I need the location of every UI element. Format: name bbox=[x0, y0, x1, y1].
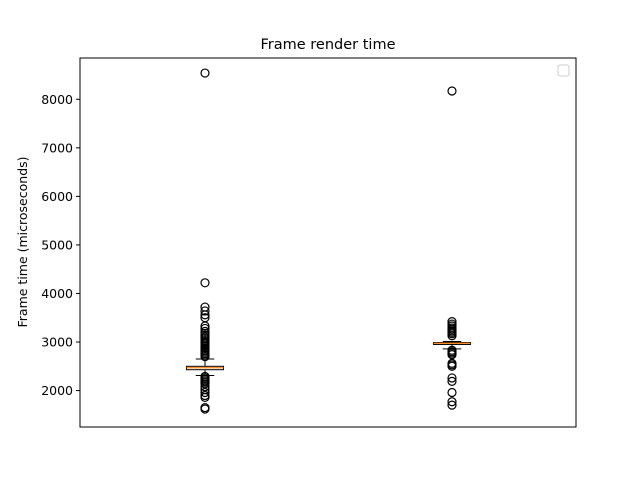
outlier-point bbox=[447, 331, 457, 341]
y-tick-label: 6000 bbox=[41, 189, 73, 204]
y-tick-label: 4000 bbox=[41, 286, 73, 301]
outlier-point bbox=[200, 323, 210, 334]
outlier-point bbox=[200, 387, 210, 398]
y-tick-label: 5000 bbox=[41, 237, 73, 252]
outlier-point bbox=[200, 351, 210, 362]
outlier-point bbox=[447, 361, 457, 371]
outlier-point bbox=[200, 379, 210, 389]
outlier-point bbox=[447, 373, 457, 383]
legend-box bbox=[557, 64, 570, 77]
outlier-point bbox=[200, 382, 210, 392]
y-tick-label: 3000 bbox=[41, 335, 73, 350]
outlier-point bbox=[447, 387, 457, 398]
plot-layer: 2000 3000 4000 5000 6000 7000 8000 bbox=[41, 68, 471, 414]
y-tick-label: 8000 bbox=[41, 92, 73, 107]
outlier-point bbox=[447, 397, 457, 407]
outlier-point bbox=[447, 400, 457, 410]
y-tick-label: 2000 bbox=[41, 383, 73, 398]
y-tick-label: 7000 bbox=[41, 140, 73, 155]
outlier-point bbox=[447, 376, 457, 386]
outlier-point bbox=[200, 306, 210, 316]
y-axis-label: Frame time (microseconds) bbox=[15, 156, 30, 327]
outlier-point bbox=[447, 86, 457, 96]
outlier-point bbox=[447, 350, 457, 360]
outlier-point bbox=[200, 68, 210, 78]
outlier-point bbox=[200, 310, 210, 320]
outlier-point bbox=[200, 278, 210, 288]
outlier-point bbox=[200, 392, 210, 402]
outlier-point bbox=[200, 404, 210, 414]
plot-frame bbox=[79, 57, 577, 428]
outlier-point bbox=[200, 321, 210, 331]
chart-title: Frame render time bbox=[261, 37, 396, 53]
